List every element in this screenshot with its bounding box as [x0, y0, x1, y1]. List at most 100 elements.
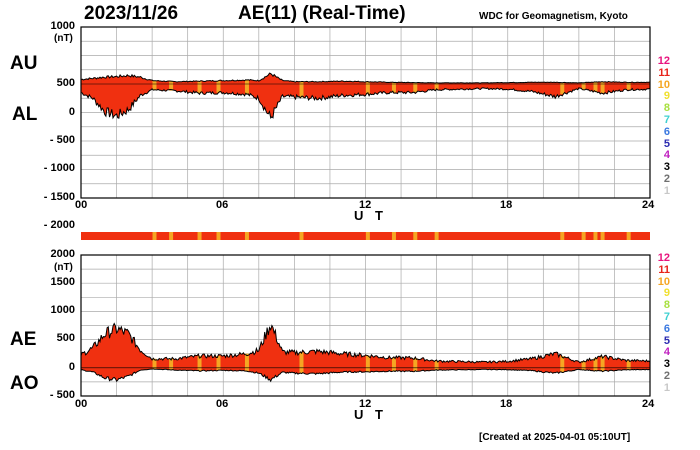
status-bar-segment — [434, 232, 439, 240]
station-count-stripe — [197, 355, 202, 371]
legend-item-4: 4 — [663, 149, 670, 162]
station-count-stripe — [216, 80, 221, 93]
status-bar-segment — [152, 232, 157, 240]
station-count-stripe — [560, 82, 565, 95]
station-count-stripe — [169, 81, 174, 91]
station-count-stripe — [391, 357, 396, 372]
station-count-stripe — [244, 353, 249, 371]
status-bar-segment — [299, 232, 304, 240]
station-count-stripe — [413, 82, 418, 93]
y-tick-label: 0 — [68, 361, 75, 373]
legend-item-2: 2 — [663, 173, 670, 185]
data-source: WDC for Geomagnetism, Kyoto — [479, 11, 628, 22]
y-tick-label: 1000 — [50, 304, 75, 316]
x-tick-label: 00 — [75, 398, 88, 410]
x-tick-label: 06 — [216, 199, 229, 211]
legend-item-10: 10 — [657, 78, 670, 91]
station-count-stripe — [365, 81, 370, 95]
chart-date: 2023/11/26 — [84, 3, 179, 24]
x-tick-label: 24 — [642, 199, 655, 211]
status-bar-segment — [216, 232, 221, 240]
x-tick-label: 12 — [359, 398, 372, 410]
created-timestamp: [Created at 2025-04-01 05:10UT] — [479, 432, 631, 443]
y-tick-label: 500 — [56, 332, 75, 344]
station-count-stripe — [593, 82, 598, 92]
station-count-stripe — [152, 358, 157, 370]
x-axis-label: U T — [354, 407, 387, 422]
status-bar-segment — [593, 232, 598, 240]
x-axis-label: U T — [354, 208, 387, 223]
station-count-stripe — [197, 81, 202, 94]
legend-item-7: 7 — [663, 114, 670, 126]
y-tick-label: - 2000 — [43, 219, 75, 231]
status-bar-segment — [197, 232, 202, 240]
status-bar-segment — [169, 232, 174, 240]
y-tick-label: 0 — [68, 106, 75, 118]
series-line-AU — [80, 72, 651, 84]
unit-label-bottom: (nT) — [54, 262, 73, 273]
upper-series-label-top: AU — [10, 53, 38, 74]
upper-series-label-bottom: AE — [10, 329, 37, 350]
x-tick-label: 24 — [642, 398, 655, 410]
status-bar-segment — [626, 232, 631, 240]
legend-item-5: 5 — [663, 334, 670, 347]
legend-item-6: 6 — [663, 125, 670, 138]
x-tick-label: 12 — [359, 199, 372, 211]
legend-item-10: 10 — [657, 275, 670, 288]
station-count-stripe — [413, 358, 418, 372]
station-status-bar — [81, 232, 650, 240]
legend-item-12: 12 — [657, 252, 670, 264]
station-count-stripe — [600, 81, 605, 94]
station-count-stripe — [169, 358, 174, 370]
legend-item-2: 2 — [663, 370, 670, 382]
station-count-stripe — [365, 355, 370, 372]
x-tick-label: 18 — [500, 398, 513, 410]
plot-frame — [80, 254, 651, 397]
status-bar-segment — [391, 232, 396, 240]
station-count-stripe — [152, 80, 157, 90]
legend-item-7: 7 — [663, 311, 670, 323]
y-tick-label: 1500 — [50, 276, 75, 288]
station-count-stripe — [560, 356, 565, 373]
y-tick-label: - 1000 — [43, 162, 75, 174]
station-count-stripe — [434, 361, 439, 371]
series-fill-area — [81, 73, 650, 119]
status-bar-segment — [600, 232, 605, 240]
legend-item-8: 8 — [663, 299, 670, 312]
status-bar-segment — [413, 232, 418, 240]
legend-item-4: 4 — [663, 346, 670, 359]
series-fill-area — [81, 323, 650, 382]
legend-item-5: 5 — [663, 137, 670, 150]
station-count-stripe — [593, 358, 598, 371]
station-count-stripe — [626, 82, 631, 90]
station-count-stripe — [581, 82, 586, 90]
station-count-stripe — [600, 356, 605, 372]
x-tick-label: 18 — [500, 199, 513, 211]
chart-title: AE(11) (Real-Time) — [238, 3, 406, 24]
legend-item-8: 8 — [663, 102, 670, 115]
status-bar-segment — [365, 232, 370, 240]
legend-item-11: 11 — [658, 66, 670, 79]
legend-item-11: 11 — [658, 263, 670, 276]
x-tick-label: 00 — [75, 199, 88, 211]
station-count-stripe — [581, 361, 586, 370]
legend-item-1: 1 — [663, 184, 670, 197]
legend-item-9: 9 — [663, 287, 670, 300]
y-tick-label: 500 — [56, 77, 75, 89]
legend-item-12: 12 — [657, 55, 670, 67]
lower-series-label-bottom: AO — [10, 373, 39, 394]
station-count-stripe — [299, 352, 304, 374]
y-tick-label: - 500 — [49, 389, 75, 401]
y-tick-label: - 1500 — [43, 191, 75, 203]
station-count-stripe — [391, 82, 396, 93]
series-line-AL — [80, 87, 651, 120]
plot-frame — [80, 26, 651, 199]
series-line-AE — [80, 322, 651, 364]
status-bar-segment — [244, 232, 249, 240]
legend-item-1: 1 — [663, 381, 670, 394]
station-count-stripe — [216, 355, 221, 371]
y-tick-label: 2000 — [50, 248, 75, 260]
x-tick-label: 06 — [216, 398, 229, 410]
y-tick-label: 1000 — [50, 20, 75, 32]
lower-series-label-top: AL — [12, 104, 38, 125]
